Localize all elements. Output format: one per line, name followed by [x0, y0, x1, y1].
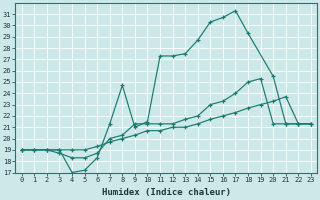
X-axis label: Humidex (Indice chaleur): Humidex (Indice chaleur) — [102, 188, 231, 197]
